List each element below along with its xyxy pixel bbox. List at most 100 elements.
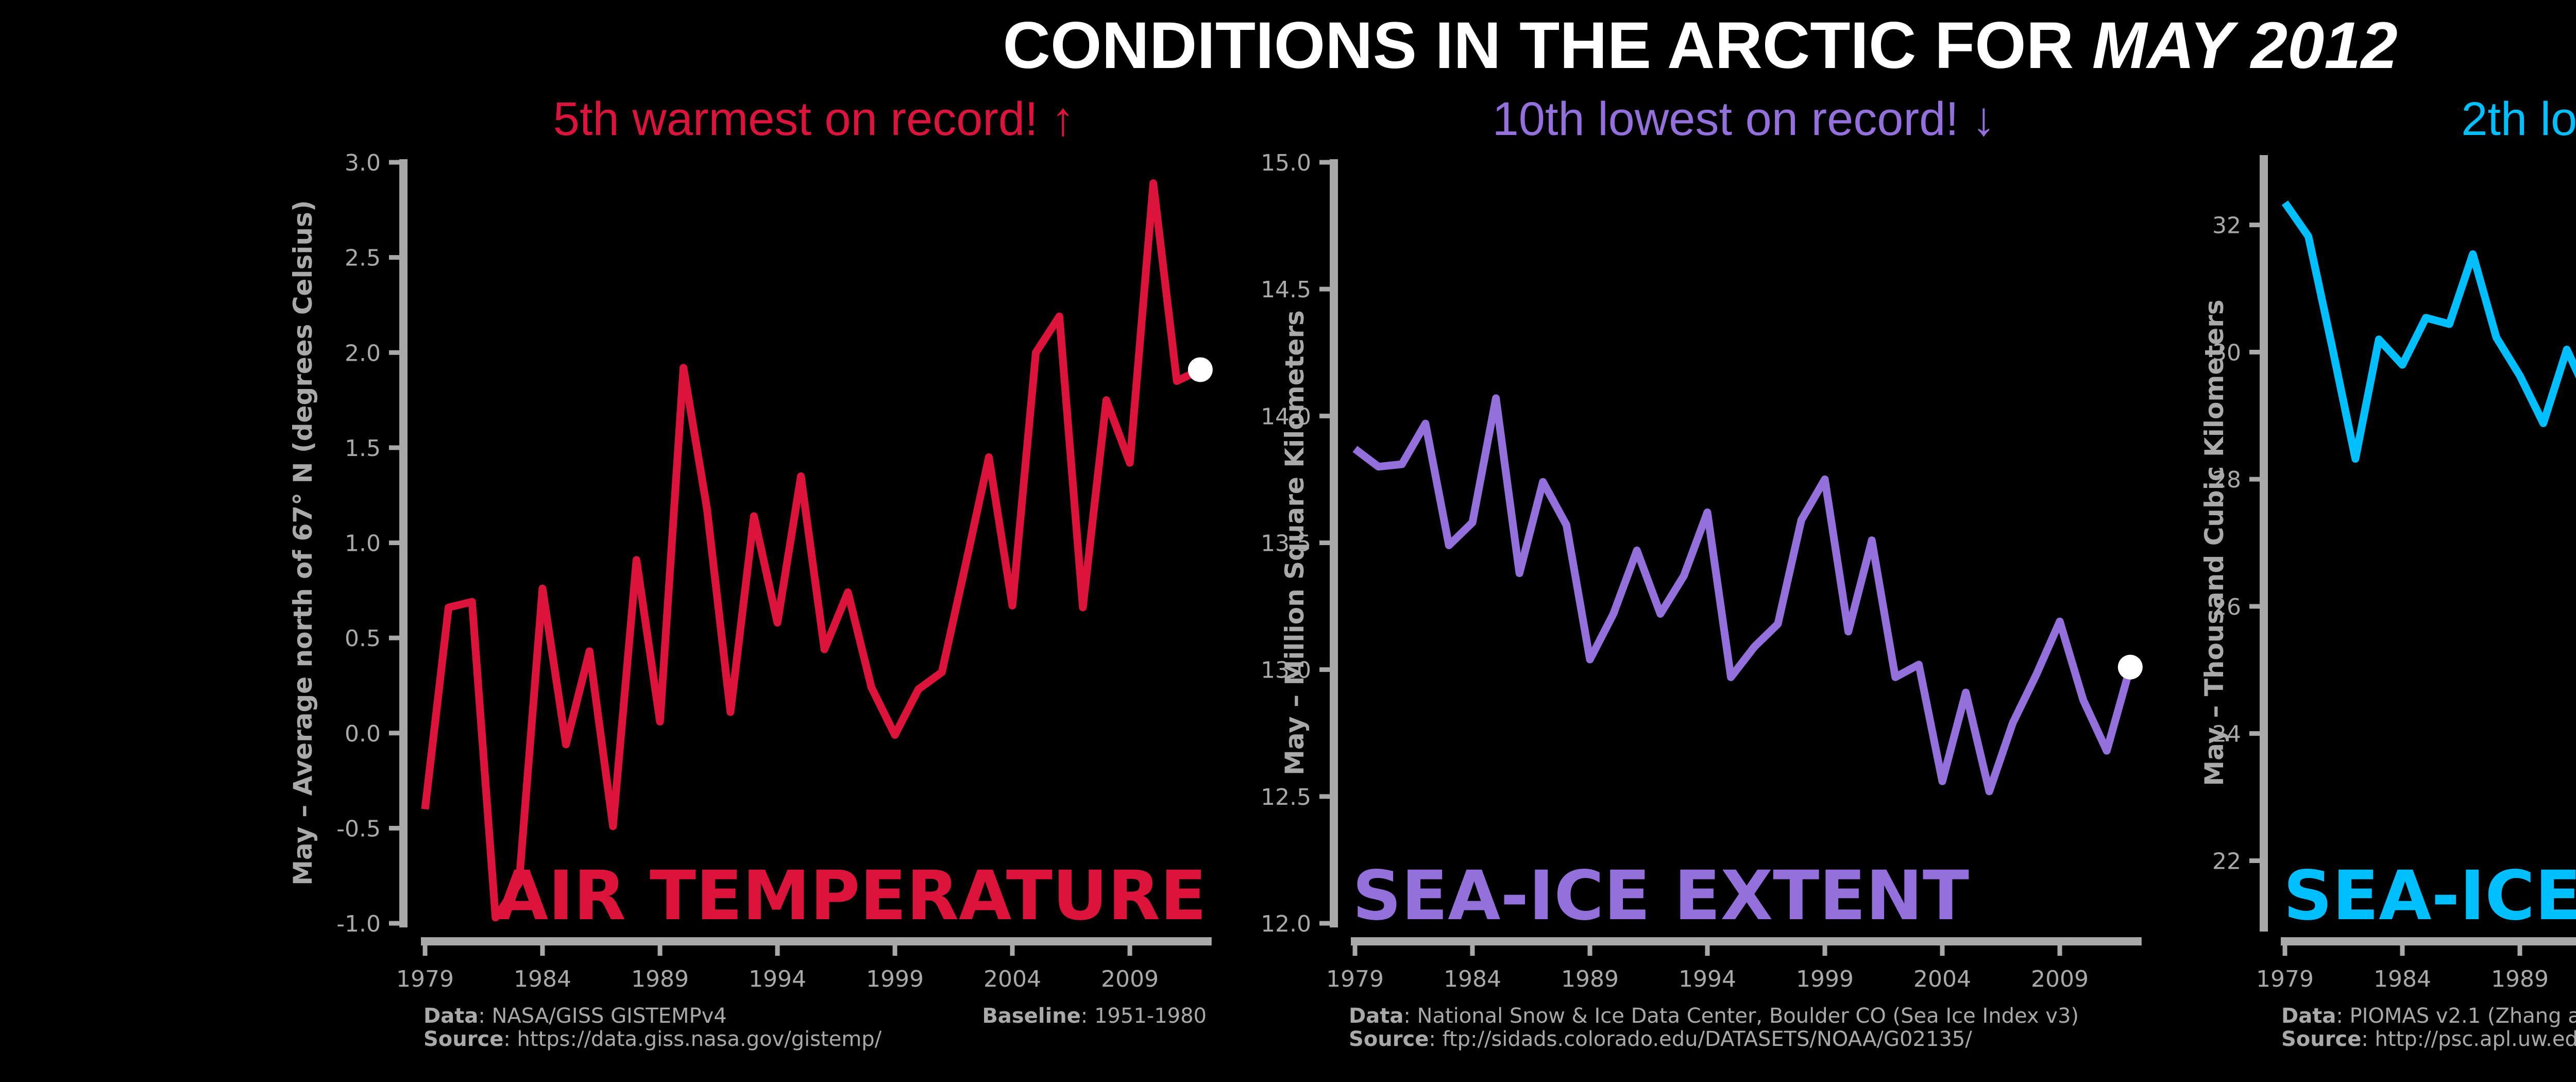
data-point xyxy=(1704,509,1711,516)
data-point xyxy=(1845,628,1852,635)
data-point xyxy=(962,562,969,569)
x-tick-label: 1994 xyxy=(1679,966,1736,992)
data-point xyxy=(2056,618,2063,625)
data-point xyxy=(656,718,664,725)
data-point xyxy=(515,880,522,887)
footer-source-label: Source xyxy=(423,1027,503,1051)
data-point xyxy=(821,646,828,653)
x-tick-label: 1994 xyxy=(749,966,806,992)
data-point xyxy=(891,731,899,738)
x-tick-label: 1979 xyxy=(396,966,454,992)
footer-data-label: Data xyxy=(423,1004,478,1028)
x-tick-label: 1979 xyxy=(1326,966,1384,992)
footer-data-line: Data: NASA/GISS GISTEMPv4 xyxy=(423,1004,727,1028)
y-tick-label: 12.5 xyxy=(1261,784,1311,810)
x-tick-label: 1984 xyxy=(514,966,571,992)
panel-sea-ice-volume: 2th lowest on record! ↓ 22 24 26 28 30 32 May –… xyxy=(2199,93,2576,1051)
data-point xyxy=(2469,250,2477,258)
data-point xyxy=(2032,671,2040,679)
y-tick-label: 26 xyxy=(2212,594,2241,620)
data-point xyxy=(2281,199,2289,206)
data-point xyxy=(1962,689,1970,696)
footer-data-value: NASA/GISS GISTEMPv4 xyxy=(492,1004,727,1028)
footer-source-value: ftp://sidads.colorado.edu/DATASETS/NOAA/… xyxy=(1443,1027,1973,1051)
title-highlight: MAY 2012 xyxy=(2092,9,2398,82)
y-tick-label: 3.0 xyxy=(345,150,381,176)
footer-source-label: Source xyxy=(1349,1027,1429,1051)
y-tick-label: 2.0 xyxy=(345,340,381,366)
data-point xyxy=(2328,342,2335,349)
panel-subtitle: 10th lowest on record! ↓ xyxy=(1493,93,1996,145)
data-point xyxy=(1150,180,1157,187)
data-point xyxy=(1798,516,1805,523)
panel-subtitle: 5th warmest on record! ↑ xyxy=(553,93,1075,145)
panel-air-temperature: 5th warmest on record! ↑ -1.0 -0.5 0.0 0.5 1.… xyxy=(288,93,1213,1051)
x-tick-label: 1989 xyxy=(2491,966,2549,992)
y-tick-label: 1.0 xyxy=(345,531,381,557)
data-point xyxy=(421,805,429,813)
y-axis-label: May – Thousand Cubic Kilometers xyxy=(2199,299,2229,786)
footer-baseline-value: 1951-1980 xyxy=(1094,1004,1207,1028)
data-point xyxy=(1445,542,1452,549)
data-point xyxy=(1657,610,1664,617)
y-tick-label: 30 xyxy=(2212,340,2241,366)
data-point xyxy=(680,364,687,371)
data-point xyxy=(2103,747,2110,754)
y-tick-label: 12.0 xyxy=(1261,911,1311,937)
data-point xyxy=(1751,643,1758,650)
panel-label: SEA-ICE EXTENT xyxy=(1352,856,1969,936)
data-point xyxy=(703,505,710,512)
footer-data-line: Data: PIOMAS v2.1 (Zhang and Rothrock, 2… xyxy=(2281,1004,2576,1028)
data-point xyxy=(868,684,875,691)
y-tick-label: 28 xyxy=(2212,467,2241,493)
data-point xyxy=(2493,334,2500,341)
data-point xyxy=(1516,570,1523,577)
data-point xyxy=(2540,420,2547,427)
panel-label: SEA-ICE VOLUME xyxy=(2283,856,2576,936)
footer-colon: : xyxy=(1429,1027,1442,1051)
highlight-marker-current-year xyxy=(1188,357,1213,382)
footer-source-line: Source: http://psc.apl.uw.edu/research/p… xyxy=(2281,1027,2576,1051)
x-tick-label: 1999 xyxy=(866,966,924,992)
data-point xyxy=(1939,777,1946,785)
data-point xyxy=(2080,697,2087,704)
data-point xyxy=(1469,519,1476,526)
data-point xyxy=(539,585,546,592)
data-point xyxy=(586,648,593,655)
data-point xyxy=(938,669,945,676)
y-tick-label: 22 xyxy=(2212,848,2241,874)
y-tick-label: 14.0 xyxy=(1261,403,1311,430)
x-tick-label: 1999 xyxy=(1796,966,1854,992)
data-point xyxy=(2352,455,2359,463)
data-point xyxy=(2422,314,2430,322)
data-point xyxy=(915,686,922,693)
data-point xyxy=(445,604,452,611)
data-point xyxy=(1539,478,1547,485)
y-tick-label: -0.5 xyxy=(336,816,381,842)
series-line-sea-ice-extent xyxy=(1352,394,2134,796)
x-tick-label: 1989 xyxy=(631,966,689,992)
footer-colon: : xyxy=(478,1004,492,1028)
data-point xyxy=(1173,378,1180,385)
footer-colon: : xyxy=(1081,1004,1094,1028)
y-tick-label: 13.5 xyxy=(1261,531,1311,557)
data-point xyxy=(1375,463,1382,470)
data-point xyxy=(1633,547,1640,554)
data-point xyxy=(492,914,499,921)
footer-baseline-label: Baseline xyxy=(982,1004,1080,1028)
footer-source-value: https://data.giss.nasa.gov/gistemp/ xyxy=(517,1027,882,1051)
data-point xyxy=(798,472,805,480)
footer-colon: : xyxy=(503,1027,517,1051)
data-point xyxy=(633,556,640,564)
x-tick-label: 2009 xyxy=(1101,966,1159,992)
data-point xyxy=(1868,537,1875,544)
footer-source-line: Source: ftp://sidads.colorado.edu/DATASE… xyxy=(1349,1027,1972,1051)
data-point xyxy=(1351,445,1359,452)
data-point xyxy=(2305,233,2312,240)
y-tick-label: 1.5 xyxy=(345,435,381,462)
panels: 5th warmest on record! ↑ -1.0 -0.5 0.0 0.5 1.… xyxy=(288,93,2576,1051)
footer-colon: : xyxy=(2361,1027,2375,1051)
footer-data-label: Data xyxy=(2281,1004,2336,1028)
y-tick-label: 15.0 xyxy=(1261,150,1311,176)
footer-data-label: Data xyxy=(1349,1004,1403,1028)
